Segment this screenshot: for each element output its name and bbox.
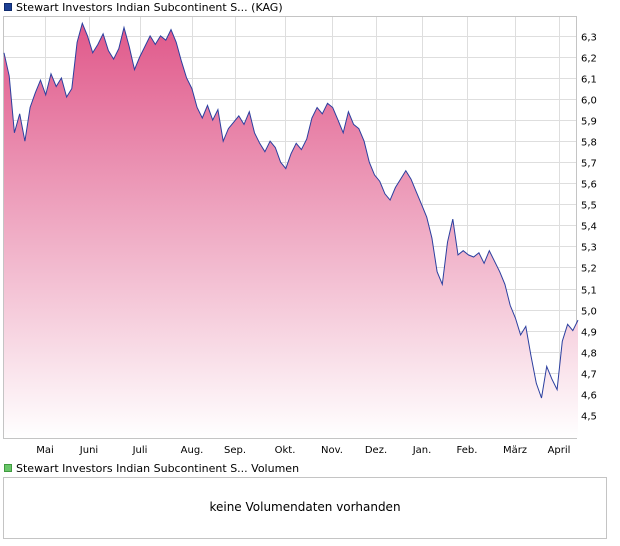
price-legend-swatch <box>4 3 12 11</box>
y-tick-label: 6,2 <box>581 54 597 65</box>
x-tick-label: Okt. <box>275 445 296 456</box>
x-tick-label: April <box>548 445 571 456</box>
x-tick-label: März <box>503 445 527 456</box>
y-tick-label: 4,5 <box>581 412 597 423</box>
price-legend-label: Stewart Investors Indian Subcontinent S.… <box>16 0 283 14</box>
y-tick-label: 6,1 <box>581 75 597 86</box>
y-tick-label: 4,7 <box>581 370 597 381</box>
x-tick-label: Feb. <box>457 445 478 456</box>
y-tick-label: 5,5 <box>581 201 597 212</box>
y-tick-label: 5,0 <box>581 307 597 318</box>
y-tick-label: 5,8 <box>581 138 597 149</box>
x-tick-label: Sep. <box>224 445 246 456</box>
volume-legend-label: Stewart Investors Indian Subcontinent S.… <box>16 461 300 475</box>
price-chart: 4,5 4,6 4,7 4,8 4,9 5,0 5,1 5,2 5,3 5,4 5,5 5,6 5,7 5… <box>3 16 597 456</box>
y-tick-label: 6,0 <box>581 96 597 107</box>
y-tick-label: 5,3 <box>581 243 597 254</box>
y-tick-label: 5,1 <box>581 286 597 297</box>
x-axis-ticks: Mai Juni Juli Aug. Sep. Okt. Nov. Dez. Jan. Feb. M… <box>36 445 570 456</box>
price-area <box>4 23 578 439</box>
price-legend: Stewart Investors Indian Subcontinent S.… <box>4 0 283 14</box>
y-tick-label: 5,4 <box>581 222 597 233</box>
y-tick-label: 5,6 <box>581 180 597 191</box>
x-tick-label: Aug. <box>181 445 204 456</box>
x-tick-label: Nov. <box>321 445 343 456</box>
y-tick-label: 5,2 <box>581 264 597 275</box>
y-tick-label: 4,9 <box>581 328 597 339</box>
volume-legend-swatch <box>4 464 12 472</box>
y-tick-label: 4,8 <box>581 349 597 360</box>
y-tick-label: 6,3 <box>581 33 597 44</box>
volume-empty-message: keine Volumendaten vorhanden <box>209 500 401 514</box>
price-line <box>3 21 579 399</box>
x-tick-label: Juni <box>79 445 98 456</box>
volume-legend: Stewart Investors Indian Subcontinent S.… <box>4 461 299 475</box>
y-tick-label: 5,9 <box>581 117 597 128</box>
y-tick-label: 5,7 <box>581 159 597 170</box>
x-tick-label: Juli <box>132 445 148 456</box>
y-tick-label: 4,6 <box>581 391 597 402</box>
x-tick-label: Mai <box>36 445 54 456</box>
y-axis-ticks: 4,5 4,6 4,7 4,8 4,9 5,0 5,1 5,2 5,3 5,4 5,5 5,6 5,7 5… <box>581 33 597 423</box>
x-tick-label: Dez. <box>365 445 387 456</box>
x-tick-label: Jan. <box>412 445 432 456</box>
volume-panel: keine Volumendaten vorhanden <box>3 477 607 539</box>
